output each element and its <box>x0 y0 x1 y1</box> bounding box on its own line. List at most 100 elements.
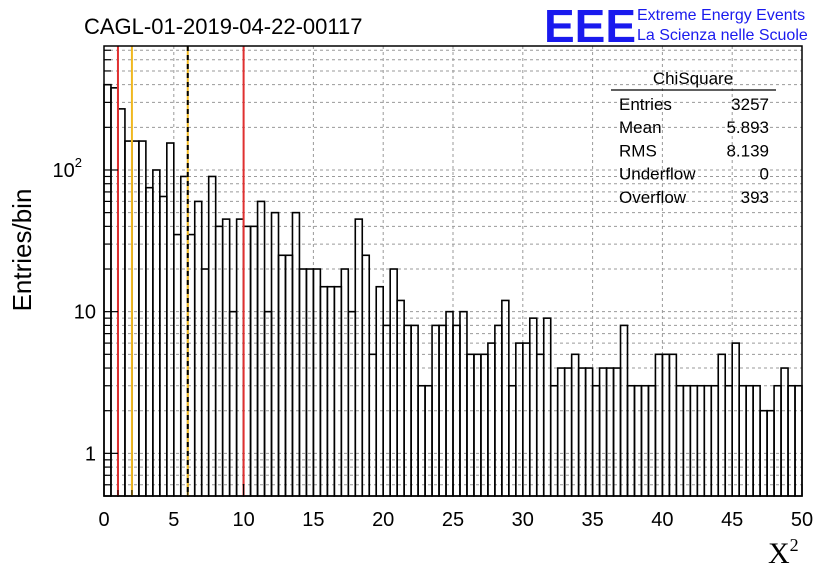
histogram-bar <box>710 384 720 497</box>
histogram-bar <box>466 353 475 497</box>
histogram-bar <box>528 317 538 497</box>
histogram-bar <box>745 384 754 497</box>
histogram-bar <box>717 353 727 497</box>
x-tick-label: 35 <box>581 509 603 531</box>
stats-row-value: 3257 <box>731 95 769 114</box>
y-tick-label: 1 <box>85 443 96 465</box>
histogram-bar <box>193 200 203 497</box>
x-tick-label: 25 <box>442 509 464 531</box>
histogram-bar <box>696 384 706 497</box>
histogram-bar <box>480 353 489 497</box>
histogram-bar <box>368 353 378 497</box>
histogram-bar <box>256 200 266 497</box>
histogram-bar <box>542 317 552 497</box>
histogram-bar <box>445 310 454 497</box>
histogram-bar <box>787 384 796 497</box>
histogram-bar <box>752 384 761 497</box>
histogram-bar <box>612 367 622 497</box>
stats-row-value: 393 <box>741 188 769 207</box>
histogram-bar <box>689 384 699 497</box>
histogram-bar <box>794 384 803 497</box>
x-tick-label: 40 <box>651 509 673 531</box>
histogram-bar <box>549 384 559 497</box>
axis-ticks <box>103 49 803 497</box>
histogram-bar <box>675 384 685 497</box>
histogram-bar <box>633 384 643 497</box>
logo-line-1: Extreme Energy Events <box>637 7 805 24</box>
x-tick-label: 50 <box>791 509 813 531</box>
histogram-bar <box>459 310 468 497</box>
histogram-bar <box>773 384 782 497</box>
histogram-bar <box>354 218 364 497</box>
histogram-bar <box>249 225 259 497</box>
y-tick-label-base: 10 <box>53 160 75 182</box>
histogram-bar <box>417 384 426 497</box>
histogram-bar <box>577 367 587 497</box>
y-tick-label: 102 <box>53 155 82 182</box>
stats-row-label: RMS <box>619 141 657 160</box>
histogram-bar <box>340 268 350 497</box>
histogram-bar <box>515 342 524 497</box>
stats-row-label: Overflow <box>619 188 687 207</box>
histogram-bar <box>563 367 573 497</box>
histogram-bar <box>731 342 740 497</box>
stats-row-value: 8.139 <box>726 141 769 160</box>
y-axis-label: Entries/bin <box>7 189 37 312</box>
histogram-bar <box>584 367 594 497</box>
cut-lines <box>116 46 245 496</box>
stats-row-label: Underflow <box>619 165 696 184</box>
x-tick-label: 5 <box>168 509 179 531</box>
histogram-bar <box>228 310 238 497</box>
y-tick-label-sup: 2 <box>75 155 82 170</box>
histogram-bar <box>305 268 315 497</box>
histogram-bar <box>389 268 398 497</box>
histogram-bar <box>473 353 482 497</box>
histogram-bar <box>298 268 308 497</box>
eee-logo: EEE Extreme Energy Events La Scienza nel… <box>544 0 808 52</box>
histogram-bar <box>640 384 650 497</box>
histogram-bar <box>487 342 496 497</box>
histogram-bar <box>570 353 580 497</box>
y-tick-label: 10 <box>74 302 96 324</box>
histogram-bar <box>221 218 231 497</box>
histogram-bar <box>145 186 154 497</box>
histogram-bar <box>312 268 322 497</box>
x-tick-label: 20 <box>372 509 394 531</box>
histogram-bar <box>424 384 433 497</box>
histogram-bar <box>159 195 168 497</box>
stats-title: ChiSquare <box>653 69 733 88</box>
histogram-bar <box>535 353 545 497</box>
histogram-bar <box>110 87 119 497</box>
histogram-bar <box>556 367 566 497</box>
eee-logo-mark: EEE <box>544 0 636 52</box>
histogram-bar <box>654 353 664 497</box>
stats-row-label: Mean <box>619 118 662 137</box>
logo-line-2: La Scienza nelle Scuole <box>637 27 808 44</box>
histogram-bar <box>780 367 789 497</box>
histogram-bar <box>521 342 531 497</box>
histogram-bar <box>214 225 224 497</box>
histogram-bar <box>166 142 175 497</box>
stats-row-value: 5.893 <box>726 118 769 137</box>
x-axis-label: X2 <box>768 535 799 570</box>
histogram-bar <box>508 384 517 497</box>
histogram-bar <box>591 384 601 497</box>
histogram-bar <box>682 384 692 497</box>
x-tick-label: 0 <box>98 509 109 531</box>
x-tick-label: 15 <box>302 509 324 531</box>
stats-row-value: 0 <box>760 165 769 184</box>
histogram-bar <box>235 218 245 497</box>
histogram-bar <box>626 384 636 497</box>
histogram-bar <box>152 169 161 497</box>
x-tick-label: 30 <box>512 509 534 531</box>
stats-row-label: Entries <box>619 95 672 114</box>
histogram-bar <box>263 310 273 497</box>
histogram-bar <box>179 175 189 497</box>
chart-title: CAGL-01-2019-04-22-00117 <box>84 14 362 39</box>
histogram-bar <box>242 225 252 497</box>
histogram-bar <box>200 268 210 497</box>
x-tick-label: 10 <box>232 509 254 531</box>
histogram-series <box>103 83 803 497</box>
